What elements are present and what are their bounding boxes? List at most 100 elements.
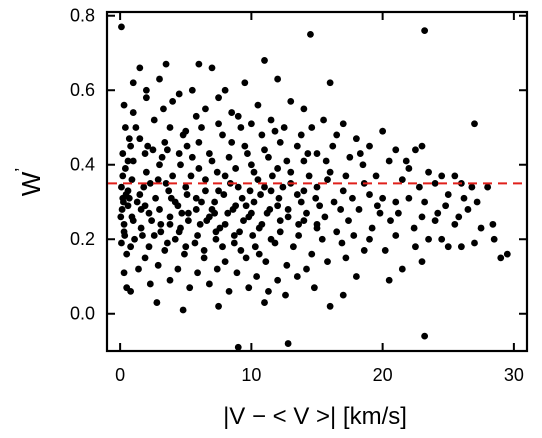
data-point [198,124,205,131]
data-point [284,340,292,347]
data-point [166,220,174,228]
data-point [242,254,250,262]
data-point [421,27,429,35]
y-axis-title-main: W [16,171,46,196]
data-point [195,60,203,68]
data-point [154,261,162,269]
data-point [212,235,220,243]
data-point [268,172,276,180]
data-point [254,176,262,184]
data-point [421,332,429,340]
data-point [174,265,182,273]
data-point [175,150,183,157]
data-point [188,86,196,94]
data-point [162,179,170,187]
data-point [213,168,221,176]
data-point [385,276,393,284]
data-point [194,232,201,239]
data-point [410,224,418,232]
data-point [438,235,446,243]
data-point [338,239,346,247]
data-point [236,228,243,236]
svg-text:W’: W’ [12,168,46,197]
data-point [224,209,232,217]
data-point [120,101,128,109]
data-point [196,220,204,228]
data-point [316,202,324,210]
data-point [169,98,177,105]
data-point [157,228,165,236]
plot-frame [105,10,529,353]
data-point [121,165,129,172]
data-point [360,247,368,254]
data-point [421,198,429,206]
x-tick-label: 0 [115,365,125,385]
data-point [346,153,354,161]
data-point [212,228,220,236]
data-point [136,64,144,72]
data-point [166,276,174,284]
data-point [333,131,341,139]
data-point [128,176,136,184]
data-point [418,142,426,150]
data-point [154,176,162,184]
data-point [118,239,125,247]
data-point [295,220,303,228]
x-tick-label: 20 [373,365,393,385]
data-point [192,194,200,202]
data-point [352,273,360,280]
data-point [418,213,426,221]
data-point [219,243,226,251]
data-point [179,131,187,139]
data-point [142,86,150,94]
data-point [425,168,432,176]
data-point [198,198,205,206]
data-point [208,157,216,165]
data-point [145,209,153,217]
data-point [381,247,389,254]
data-point [503,250,511,258]
data-point [156,206,163,213]
data-point [261,183,268,191]
data-point [372,172,380,180]
data-point [162,60,170,68]
x-tick-label: 10 [241,365,261,385]
data-point [350,232,358,239]
data-point [152,194,159,202]
data-point [175,228,183,236]
data-point [293,142,301,150]
data-point [431,179,439,187]
data-point [464,206,472,213]
data-point [359,161,367,169]
data-point [279,183,287,191]
data-point [117,213,125,221]
data-point [254,101,262,109]
data-point [127,287,135,295]
data-point [234,112,242,120]
data-point [137,224,145,232]
data-point [237,124,245,131]
data-point [304,150,312,157]
data-point [166,213,174,221]
y-axis-title-prime: ’ [12,168,32,172]
data-point [249,232,257,239]
data-point [330,198,338,206]
data-point [283,157,291,165]
data-point [142,168,150,176]
y-axis-title: W’ [12,168,46,197]
data-point [229,206,237,213]
data-point [460,194,468,202]
data-point [131,235,138,243]
data-point [215,94,222,102]
data-point [136,191,144,198]
data-point [415,183,423,191]
data-point [194,269,201,277]
data-point [392,146,400,154]
data-point [145,243,153,251]
data-point [394,209,402,217]
data-point [132,124,140,131]
data-point [215,120,222,128]
data-point [127,243,135,251]
data-point [161,247,169,254]
